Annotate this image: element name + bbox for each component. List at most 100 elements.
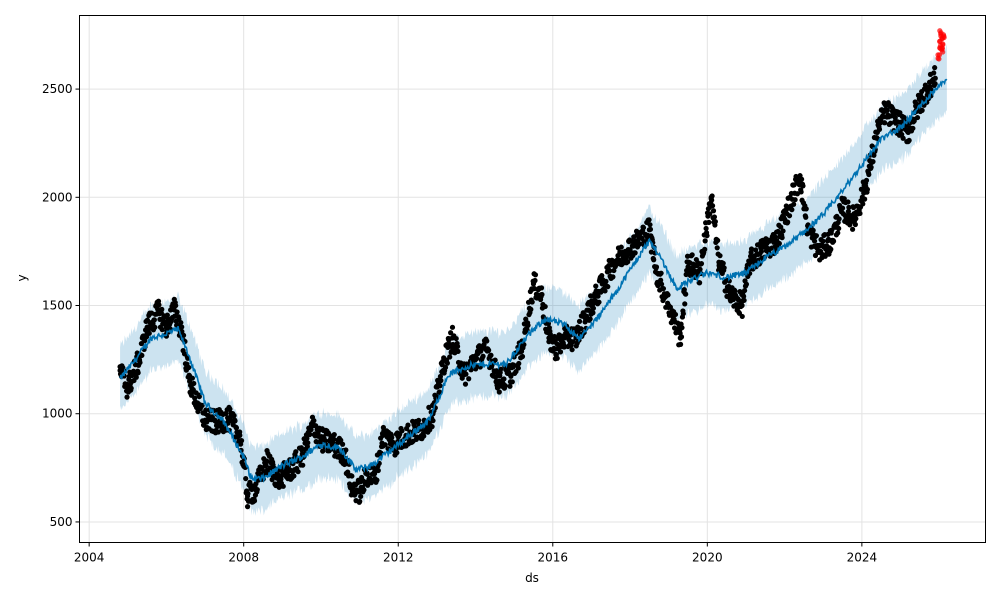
actual-point: [862, 196, 868, 202]
actual-point: [919, 107, 925, 113]
future-points: [935, 28, 947, 62]
actual-point: [488, 352, 494, 358]
actual-point: [507, 383, 513, 389]
actual-point: [747, 259, 753, 265]
actual-point: [906, 137, 912, 144]
actual-point: [602, 288, 608, 294]
actual-point: [706, 219, 712, 225]
actual-point: [454, 343, 461, 350]
actual-point: [868, 164, 874, 170]
actual-point: [318, 437, 324, 443]
actual-point: [881, 120, 888, 126]
actual-point: [300, 462, 306, 468]
actual-point: [399, 428, 405, 434]
actual-point: [685, 259, 691, 265]
actual-point: [331, 432, 337, 438]
actual-point: [215, 429, 221, 435]
actual-point: [640, 225, 647, 231]
actual-point: [611, 267, 617, 274]
actual-point: [358, 493, 364, 500]
actual-point: [232, 418, 238, 424]
actual-point: [798, 189, 804, 195]
actual-point: [924, 86, 931, 92]
actual-point: [803, 206, 809, 212]
actual-point: [480, 353, 486, 359]
actual-point: [932, 65, 938, 71]
actual-point: [244, 493, 251, 499]
actual-point: [816, 248, 822, 255]
actual-point: [797, 173, 803, 179]
actual-point: [704, 233, 710, 239]
actual-point: [144, 324, 150, 330]
actual-point: [466, 376, 472, 382]
actual-point: [146, 330, 152, 336]
actual-point: [732, 288, 738, 294]
actual-point: [394, 450, 400, 456]
actual-point: [715, 237, 721, 244]
x-tick-label: 2004: [74, 551, 105, 565]
actual-point: [280, 483, 286, 489]
actual-point: [507, 372, 513, 378]
actual-point: [866, 171, 872, 178]
actual-point: [349, 484, 355, 490]
x-tick-label: 2024: [847, 551, 878, 565]
actual-point: [820, 238, 826, 244]
actual-point: [605, 284, 611, 290]
actual-point: [311, 418, 317, 424]
actual-point: [437, 373, 444, 380]
actual-point: [152, 324, 158, 330]
actual-point: [546, 335, 552, 341]
actual-point: [702, 238, 708, 244]
actual-point: [252, 486, 258, 493]
actual-point: [202, 417, 208, 423]
actual-point: [863, 177, 870, 183]
actual-point: [519, 346, 525, 352]
actual-point: [519, 353, 526, 360]
actual-point: [625, 259, 631, 265]
actual-point: [698, 261, 705, 267]
actual-point: [295, 469, 301, 475]
actual-point: [860, 201, 866, 207]
actual-point: [340, 441, 346, 447]
actual-point: [263, 462, 269, 469]
actual-point: [910, 125, 916, 131]
actual-point: [665, 292, 671, 298]
actual-point: [835, 230, 841, 236]
actual-point: [845, 208, 852, 215]
y-tick-label: 500: [50, 515, 73, 529]
actual-point: [554, 355, 560, 361]
actual-point: [646, 227, 652, 233]
actual-point: [320, 448, 326, 454]
actual-point: [496, 389, 502, 395]
actual-point: [173, 302, 179, 309]
actual-point: [472, 357, 479, 363]
actual-point: [679, 325, 685, 331]
actual-point: [709, 203, 716, 209]
actual-point: [587, 316, 593, 322]
actual-point: [739, 313, 745, 320]
forecast-line: [119, 78, 948, 484]
actual-point: [646, 217, 652, 223]
actual-point: [720, 260, 726, 266]
actual-point: [238, 438, 245, 444]
actual-point: [569, 347, 575, 353]
actual-point: [813, 233, 820, 239]
actual-point: [791, 201, 797, 207]
actual-point: [845, 199, 851, 205]
actual-point: [305, 440, 311, 446]
actual-point: [447, 354, 453, 360]
grid: [79, 15, 986, 543]
actual-point: [136, 357, 142, 363]
actual-point: [304, 435, 310, 442]
actual-point: [405, 422, 411, 428]
actual-point: [364, 471, 370, 477]
actual-point: [900, 135, 906, 141]
actual-point: [792, 197, 798, 203]
actual-point: [743, 281, 750, 287]
actual-point: [672, 311, 679, 318]
actual-point: [681, 287, 687, 293]
actual-point: [437, 383, 443, 389]
actual-point: [857, 210, 863, 217]
uncertainty-band: [120, 43, 947, 516]
actual-point: [310, 421, 316, 428]
